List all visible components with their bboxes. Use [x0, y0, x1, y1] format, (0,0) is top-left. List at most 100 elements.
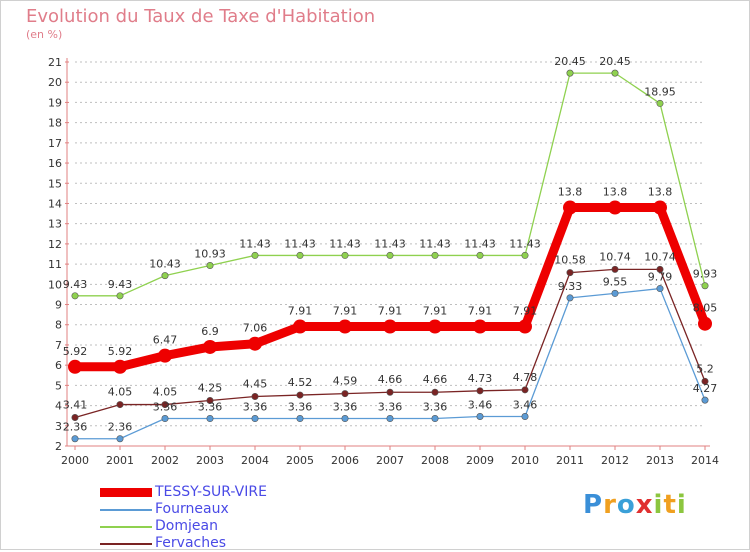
data-label: 20.45	[554, 55, 586, 68]
data-point	[653, 200, 667, 215]
x-tick-label: 2003	[196, 454, 224, 467]
y-tick-label: 20	[48, 76, 62, 89]
legend-swatch	[100, 526, 152, 528]
data-label: 4.45	[243, 377, 268, 390]
x-tick-label: 2007	[376, 454, 404, 467]
data-point	[473, 319, 487, 334]
y-tick-label: 9	[55, 299, 62, 312]
data-point	[563, 200, 577, 215]
y-tick-label: 6	[55, 359, 62, 372]
data-label: 2.36	[63, 421, 88, 434]
x-tick-label: 2005	[286, 454, 314, 467]
legend-label: Fervaches	[155, 535, 226, 551]
data-point	[656, 285, 664, 293]
data-label: 7.91	[513, 305, 538, 318]
data-point	[701, 377, 709, 385]
data-point	[293, 319, 307, 334]
data-label: 7.91	[423, 305, 448, 318]
y-tick-label: 13	[48, 218, 62, 231]
data-label: 11.43	[464, 237, 496, 250]
data-label: 13.8	[558, 186, 583, 199]
data-point	[566, 269, 574, 277]
data-point	[518, 319, 532, 334]
x-tick-label: 2008	[421, 454, 449, 467]
data-label: 9.33	[558, 280, 583, 293]
data-label: 3.36	[153, 401, 178, 414]
y-tick-label: 3	[55, 420, 62, 433]
data-point	[521, 251, 529, 259]
proxiti-logo: Proxiti	[583, 490, 687, 520]
y-tick-label: 5	[55, 379, 62, 392]
data-point	[116, 435, 124, 443]
data-point	[611, 289, 619, 297]
data-label: 3.41	[63, 399, 88, 412]
legend-label: TESSY-SUR-VIRE	[155, 484, 267, 500]
data-point	[566, 294, 574, 302]
data-label: 4.66	[378, 373, 403, 386]
data-point	[206, 397, 214, 405]
y-tick-label: 11	[48, 258, 62, 271]
data-point	[341, 251, 349, 259]
data-point	[521, 386, 529, 394]
data-point	[68, 359, 82, 374]
data-point	[386, 415, 394, 423]
data-point	[701, 282, 709, 290]
data-point	[428, 319, 442, 334]
x-tick-label: 2012	[601, 454, 629, 467]
data-label: 3.36	[378, 401, 403, 414]
data-point	[116, 401, 124, 409]
data-label: 3.46	[513, 398, 538, 411]
data-label: 20.45	[599, 55, 631, 68]
data-label: 7.06	[243, 322, 268, 335]
data-point	[476, 387, 484, 395]
data-label: 4.73	[468, 372, 493, 385]
data-point	[338, 319, 352, 334]
data-label: 3.36	[333, 401, 358, 414]
data-point	[161, 401, 169, 409]
y-tick-label: 21	[48, 56, 62, 69]
data-label: 11.43	[419, 237, 451, 250]
data-point	[251, 415, 259, 423]
chart-unit: (en %)	[26, 28, 63, 41]
data-point	[251, 251, 259, 259]
legend-swatch	[100, 543, 152, 545]
data-point	[296, 251, 304, 259]
data-point	[71, 435, 79, 443]
data-point	[476, 412, 484, 420]
legend-swatch	[100, 509, 152, 511]
data-label: 4.59	[333, 375, 358, 388]
data-point	[248, 336, 262, 351]
data-label: 5.92	[108, 345, 133, 358]
data-label: 8.05	[693, 302, 718, 315]
data-point	[383, 319, 397, 334]
data-label: 10.93	[194, 248, 226, 261]
data-label: 11.43	[329, 237, 361, 250]
data-label: 13.8	[648, 186, 673, 199]
data-label: 11.43	[374, 237, 406, 250]
data-point	[656, 99, 664, 107]
data-label: 10.74	[644, 250, 676, 263]
data-label: 4.66	[423, 373, 448, 386]
x-tick-label: 2004	[241, 454, 269, 467]
data-label: 9.55	[603, 275, 628, 288]
data-label: 4.05	[108, 386, 133, 399]
data-label: 11.43	[284, 237, 316, 250]
data-label: 9.79	[648, 271, 673, 284]
legend-swatch	[100, 488, 152, 497]
data-point	[611, 69, 619, 77]
data-label: 3.36	[243, 401, 268, 414]
x-tick-label: 2006	[331, 454, 359, 467]
data-label: 3.46	[468, 398, 493, 411]
data-point	[701, 396, 709, 404]
data-label: 7.91	[378, 305, 403, 318]
y-tick-label: 12	[48, 238, 62, 251]
data-point	[113, 359, 127, 374]
data-point	[431, 388, 439, 396]
x-tick-label: 2001	[106, 454, 134, 467]
data-point	[341, 390, 349, 398]
data-label: 18.95	[644, 85, 676, 98]
legend-label: Domjean	[155, 518, 218, 534]
data-label: 9.93	[693, 268, 718, 281]
